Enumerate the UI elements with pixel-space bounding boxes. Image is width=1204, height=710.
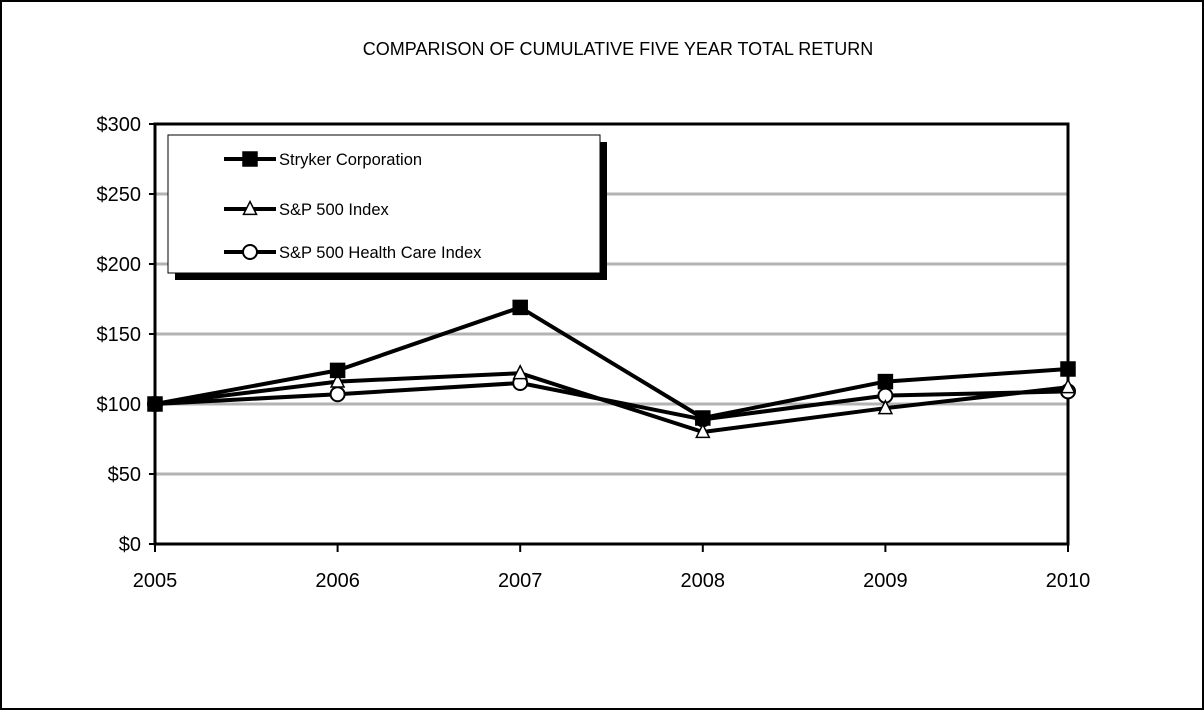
y-tick-label: $50 bbox=[108, 464, 141, 486]
x-tick-label: 2006 bbox=[315, 570, 360, 592]
legend-label: Stryker Corporation bbox=[279, 151, 422, 169]
x-tick-label: 2005 bbox=[133, 570, 178, 592]
data-point-stryker-corporation-2009 bbox=[877, 373, 894, 390]
legend-swatch-marker bbox=[242, 151, 258, 167]
y-tick-label: $300 bbox=[97, 114, 142, 136]
legend-swatch-marker bbox=[242, 199, 258, 216]
y-tick-label: $250 bbox=[97, 184, 142, 206]
data-point-stryker-corporation-2006 bbox=[329, 362, 346, 379]
data-point-stryker-corporation-2008 bbox=[695, 410, 711, 426]
series-stryker-corporation bbox=[147, 299, 1076, 426]
x-tick-label: 2007 bbox=[498, 570, 543, 592]
legend-entry-stryker-corporation: Stryker Corporation bbox=[224, 151, 422, 169]
axes: $0 $50 $100 $150 $200 $250 $300 2005 2006 2007 200… bbox=[97, 114, 1091, 592]
data-point-stryker-corporation-2007 bbox=[512, 299, 528, 316]
y-tick-label: $150 bbox=[97, 324, 142, 346]
legend-swatch-marker bbox=[242, 244, 258, 260]
legend-label: S&P 500 Index bbox=[279, 201, 390, 219]
series-s-p-500-index bbox=[147, 364, 1076, 439]
data-point-stryker-corporation-2010 bbox=[1060, 361, 1076, 377]
x-tick-label: 2010 bbox=[1046, 570, 1091, 592]
data-point-s-p-500-index-2007 bbox=[512, 364, 528, 380]
data-point-s-p-500-health-care-index-2006 bbox=[329, 386, 346, 403]
chart-title: COMPARISON OF CUMULATIVE FIVE YEAR TOTAL… bbox=[363, 39, 873, 59]
x-tick-label: 2008 bbox=[681, 570, 726, 592]
legend-entry-s-p-500-health-care-index: S&P 500 Health Care Index bbox=[224, 244, 482, 262]
x-tick-label: 2009 bbox=[863, 570, 908, 592]
data-point-s-p-500-index-2009 bbox=[877, 399, 894, 415]
series-line-s-p-500-index bbox=[154, 371, 1069, 434]
series-line-stryker-corporation bbox=[154, 305, 1069, 420]
y-tick-label: $100 bbox=[97, 394, 142, 416]
legend-label: S&P 500 Health Care Index bbox=[279, 244, 482, 262]
legend-entry-s-p-500-index: S&P 500 Index bbox=[224, 199, 390, 219]
y-tick-label: $200 bbox=[97, 254, 142, 276]
series-group bbox=[147, 299, 1076, 439]
legend: Stryker Corporation S&P 500 Index S&P 500 … bbox=[167, 134, 607, 280]
data-point-s-p-500-index-2008 bbox=[695, 422, 711, 439]
y-tick-label: $0 bbox=[119, 534, 141, 556]
data-point-s-p-500-index-2006 bbox=[329, 372, 346, 388]
data-point-s-p-500-index-2010 bbox=[1060, 378, 1076, 394]
data-point-stryker-corporation-2005 bbox=[147, 396, 163, 412]
